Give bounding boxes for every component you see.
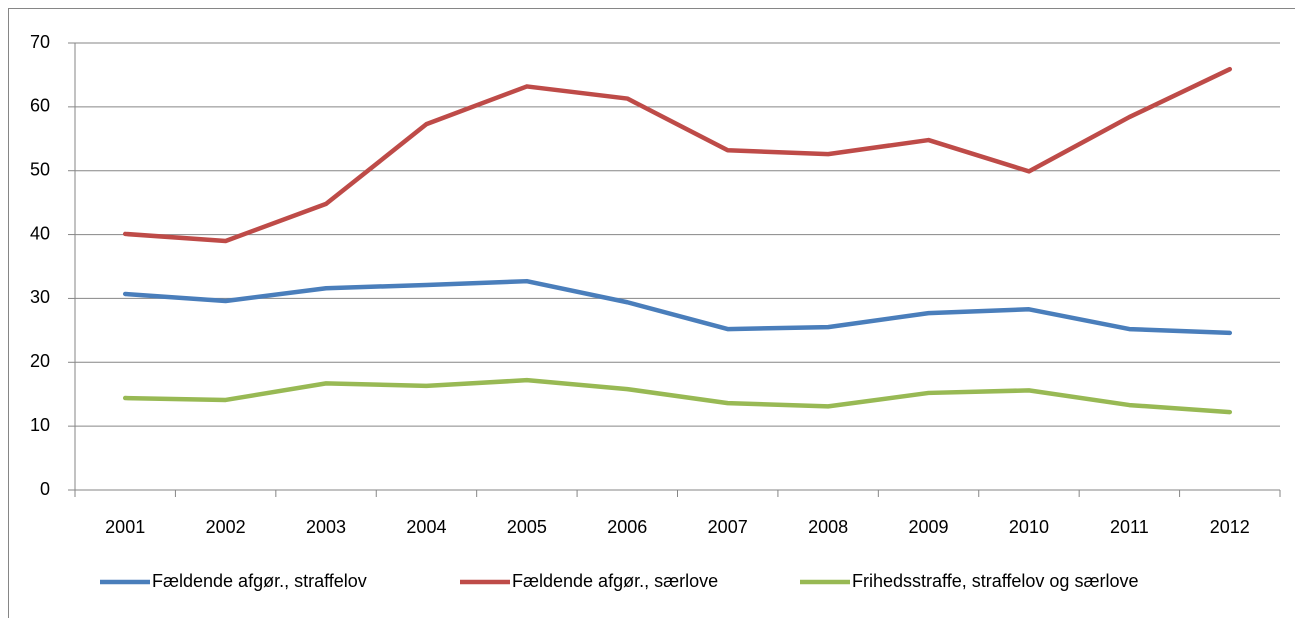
x-tick-label: 2010: [1009, 517, 1049, 537]
chart-frame: [8, 8, 1295, 618]
y-tick-label: 70: [30, 32, 50, 52]
x-tick-label: 2005: [507, 517, 547, 537]
x-tick-label: 2007: [708, 517, 748, 537]
x-tick-label: 2008: [808, 517, 848, 537]
series-line: [122, 66, 1233, 244]
legend-label: Frihedsstraffe, straffelov og særlove: [852, 571, 1138, 591]
x-tick-label: 2003: [306, 517, 346, 537]
x-tick-label: 2012: [1210, 517, 1250, 537]
y-tick-label: 10: [30, 415, 50, 435]
x-tick-label: 2002: [206, 517, 246, 537]
x-tick-label: 2001: [105, 517, 145, 537]
series-line: [122, 377, 1233, 415]
y-tick-label: 40: [30, 223, 50, 243]
y-tick-label: 20: [30, 351, 50, 371]
y-tick-label: 0: [40, 479, 50, 499]
x-tick-label: 2004: [406, 517, 446, 537]
x-tick-label: 2011: [1110, 517, 1149, 537]
y-tick-label: 60: [30, 96, 50, 116]
y-tick-label: 50: [30, 159, 50, 179]
legend-label: Fældende afgør., straffelov: [152, 571, 367, 591]
series-line: [122, 278, 1233, 336]
legend-label: Fældende afgør., særlove: [512, 571, 718, 591]
x-tick-label: 2009: [909, 517, 949, 537]
y-tick-label: 30: [30, 287, 50, 307]
x-tick-label: 2006: [607, 517, 647, 537]
